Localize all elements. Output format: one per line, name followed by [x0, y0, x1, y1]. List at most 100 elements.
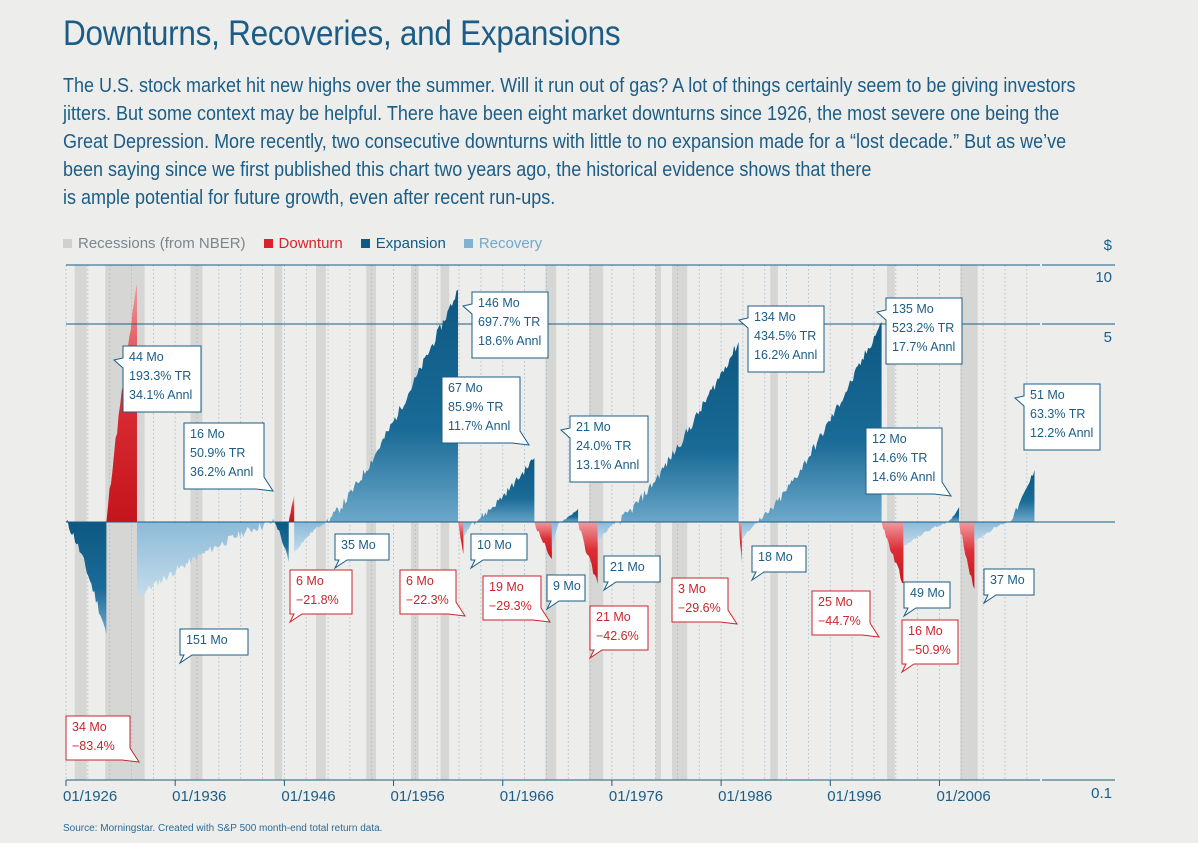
callout-recovery: 151 Mo [178, 628, 249, 665]
callout-box [183, 422, 274, 492]
callout-box [750, 545, 807, 582]
callout-text: −44.7% [818, 614, 861, 628]
callout-box [559, 415, 649, 483]
recovery-area [741, 522, 759, 540]
callout-box [482, 575, 551, 623]
callout-expansion: 134 Mo 434.5% TR 16.2% Annl [737, 305, 825, 373]
callout-text: 21 Mo [576, 420, 611, 434]
y-tick-label: 10 [1095, 269, 1112, 286]
y-tick-label: 0.1 [1091, 785, 1112, 802]
recovery-area [597, 521, 618, 542]
intro-line: Great Depression. More recently, two con… [63, 131, 1067, 153]
callout-text: 10 Mo [477, 538, 512, 552]
callout-text: 12.2% Annl [1030, 426, 1093, 440]
callout-text: 19 Mo [489, 580, 524, 594]
callout-text: 44 Mo [129, 350, 164, 364]
x-tick-label: 01/1976 [609, 788, 663, 805]
callout-box [737, 305, 825, 373]
callout-text: 17.7% Annl [892, 340, 955, 354]
callout-text: 21 Mo [610, 560, 645, 574]
callout-text: 16 Mo [190, 427, 225, 441]
episode-areas [66, 284, 1035, 634]
callout-expansion: 135 Mo 523.2% TR 17.7% Annl [875, 297, 963, 365]
callout-box [900, 619, 959, 674]
callout-expansion: 51 Mo 63.3% TR 12.2% Annl [1013, 383, 1101, 451]
callout-text: −83.4% [72, 739, 115, 753]
x-tick-label: 01/1966 [500, 788, 554, 805]
legend-swatch-downturn [263, 239, 273, 248]
callout-box [588, 605, 649, 660]
callout-text: 21 Mo [596, 610, 631, 624]
callout-text: 9 Mo [553, 579, 581, 593]
callout-box [602, 555, 661, 592]
legend-item-downturn: Downturn [263, 235, 343, 252]
callout-box [545, 574, 586, 611]
expansion-area [948, 507, 960, 522]
callout-text: 18.6% Annl [478, 334, 541, 348]
callout-text: 6 Mo [406, 574, 434, 588]
callout-expansion: 67 Mo 85.9% TR 11.7% Annl [441, 376, 530, 446]
callout-recovery: 35 Mo [333, 533, 390, 570]
expansion-area [274, 522, 289, 562]
callout-text: 37 Mo [990, 573, 1025, 587]
callout-text: 193.3% TR [129, 369, 191, 383]
callout-downturn: 6 Mo −22.3% [399, 569, 466, 617]
callout-text: 14.6% Annl [872, 470, 935, 484]
downturn-area [288, 495, 295, 522]
callout-text: −29.6% [678, 601, 721, 615]
legend-label-expansion: Expansion [375, 235, 446, 252]
callout-text: 6 Mo [296, 574, 324, 588]
downturn-area [534, 522, 552, 559]
page-title: Downturns, Recoveries, and Expansions [63, 14, 621, 53]
callout-recovery: 18 Mo [750, 545, 807, 582]
x-tick-label: 01/1996 [827, 788, 881, 805]
callout-box [333, 533, 390, 570]
callout-text: 67 Mo [448, 381, 483, 395]
y-tick-label: 5 [1104, 329, 1112, 346]
callout-text: 434.5% TR [754, 329, 816, 343]
expansion-area [66, 519, 107, 634]
callout-text: 34 Mo [72, 720, 107, 734]
callout-expansion: 146 Mo 697.7% TR 18.6% Annl [461, 291, 549, 359]
callout-box [461, 291, 549, 359]
callout-recovery: 21 Mo [602, 555, 661, 592]
callout-text: 85.9% TR [448, 400, 503, 414]
intro-line: been saying since we first published thi… [63, 159, 872, 181]
callout-text: 12 Mo [872, 432, 907, 446]
callout-downturn: 16 Mo −50.9% [900, 619, 959, 674]
callout-text: 14.6% TR [872, 451, 927, 465]
callout-box [288, 569, 353, 624]
x-tick-label: 01/1926 [63, 788, 117, 805]
chart-axes: $10 5 0.1 01/1926 01/1936 01/1946 01/1956 01/19… [63, 237, 1115, 805]
x-tick-label: 01/2006 [936, 788, 990, 805]
source-note: Source: Morningstar. Created with S&P 50… [63, 823, 383, 834]
y-axis-unit: $ [1104, 237, 1113, 254]
callout-box [399, 569, 466, 617]
callout-text: 35 Mo [341, 538, 376, 552]
callout-text: 51 Mo [1030, 388, 1065, 402]
callout-expansion: 12 Mo 14.6% TR 14.6% Annl [865, 427, 952, 497]
callout-text: −29.3% [489, 599, 532, 613]
callout-box [865, 427, 952, 497]
callout-box [982, 568, 1035, 605]
callout-text: 523.2% TR [892, 321, 954, 335]
callout-box [671, 577, 738, 625]
x-tick-label: 01/1986 [718, 788, 772, 805]
callout-text: 18 Mo [758, 550, 793, 564]
callout-downturn: 25 Mo −44.7% [811, 590, 880, 638]
callout-box [112, 345, 202, 413]
recovery-area [463, 522, 474, 539]
callout-downturn: 34 Mo −83.4% [65, 715, 140, 763]
callout-text: 151 Mo [186, 633, 228, 647]
expansion-area [617, 342, 739, 525]
callout-text: 63.3% TR [1030, 407, 1085, 421]
callout-box [441, 376, 530, 446]
callout-box [65, 715, 140, 763]
downturn-area [881, 522, 904, 583]
callout-box [902, 581, 951, 618]
recovery-area [974, 522, 1009, 542]
x-tick-label: 01/1956 [391, 788, 445, 805]
callout-downturn: 3 Mo −29.6% [671, 577, 738, 625]
callout-box [469, 533, 528, 570]
callout-expansion: 16 Mo 50.9% TR 36.2% Annl [183, 422, 274, 492]
